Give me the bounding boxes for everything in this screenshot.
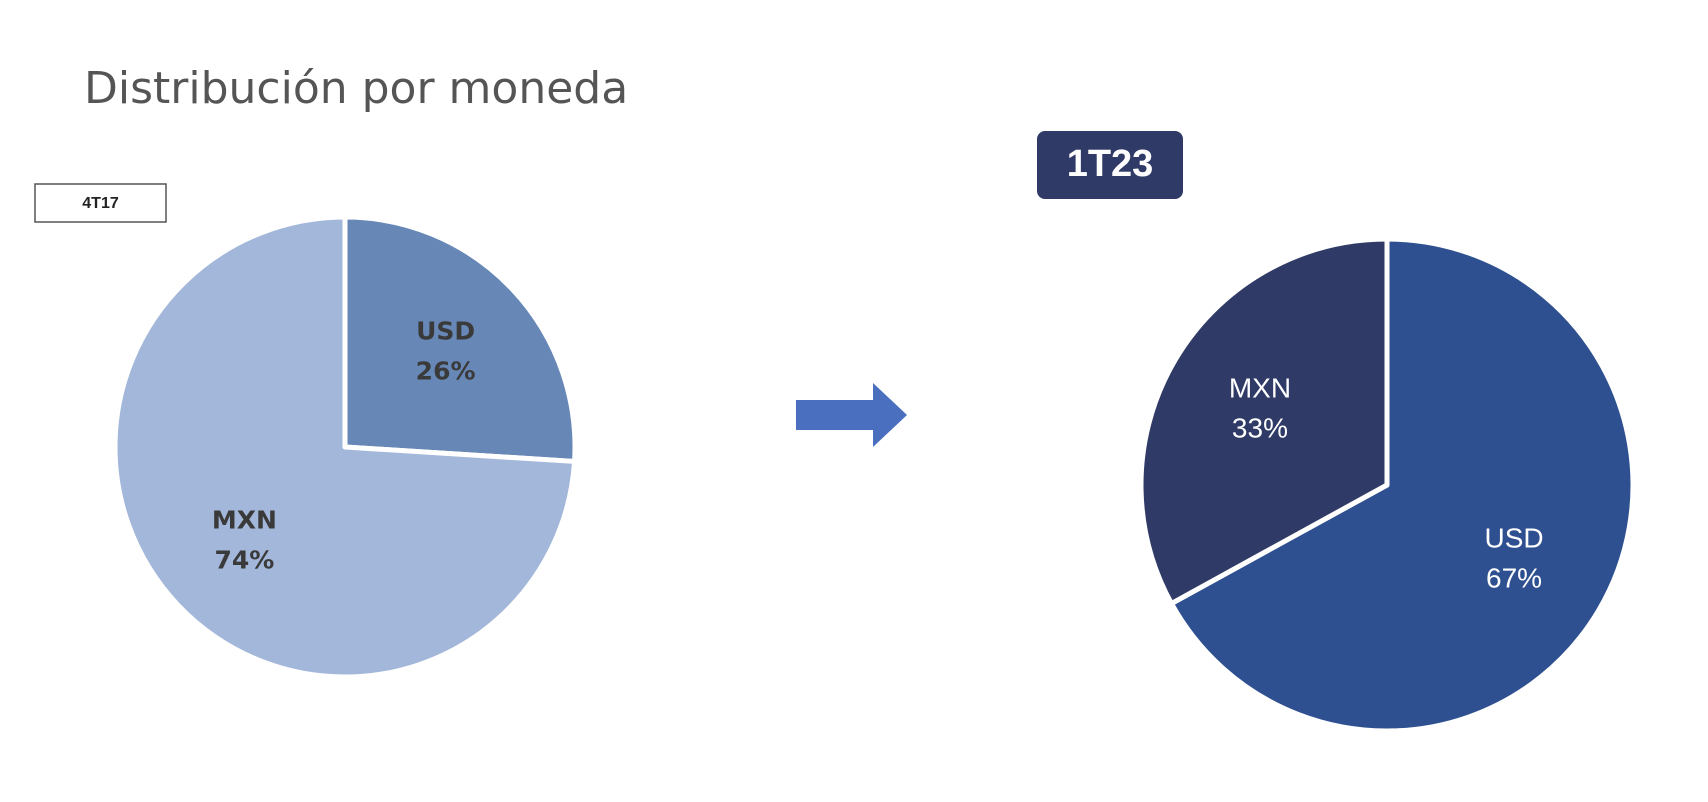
slice-category: USD bbox=[416, 317, 475, 346]
page-title: Distribución por moneda bbox=[84, 63, 628, 114]
slice-value-label: 26% bbox=[416, 357, 476, 386]
pie-slice bbox=[112, 214, 578, 680]
chart-title-box bbox=[34, 183, 167, 223]
chart-title: 4T17 bbox=[82, 195, 119, 212]
pie-slice bbox=[342, 214, 578, 464]
chart-title: 1T23 bbox=[1067, 143, 1154, 185]
slice-category: MXN bbox=[212, 505, 277, 534]
chart-title-box bbox=[1037, 131, 1183, 199]
pie-slice bbox=[1138, 236, 1390, 607]
slice-category: MXN bbox=[1229, 372, 1291, 403]
slice-value-label: 67% bbox=[1486, 563, 1542, 594]
slice-value-label: 74% bbox=[214, 545, 274, 574]
slice-category: USD bbox=[1484, 523, 1543, 554]
arrow bbox=[796, 383, 907, 447]
slice-value-label: 33% bbox=[1232, 412, 1288, 443]
pie-slice bbox=[1168, 236, 1636, 734]
